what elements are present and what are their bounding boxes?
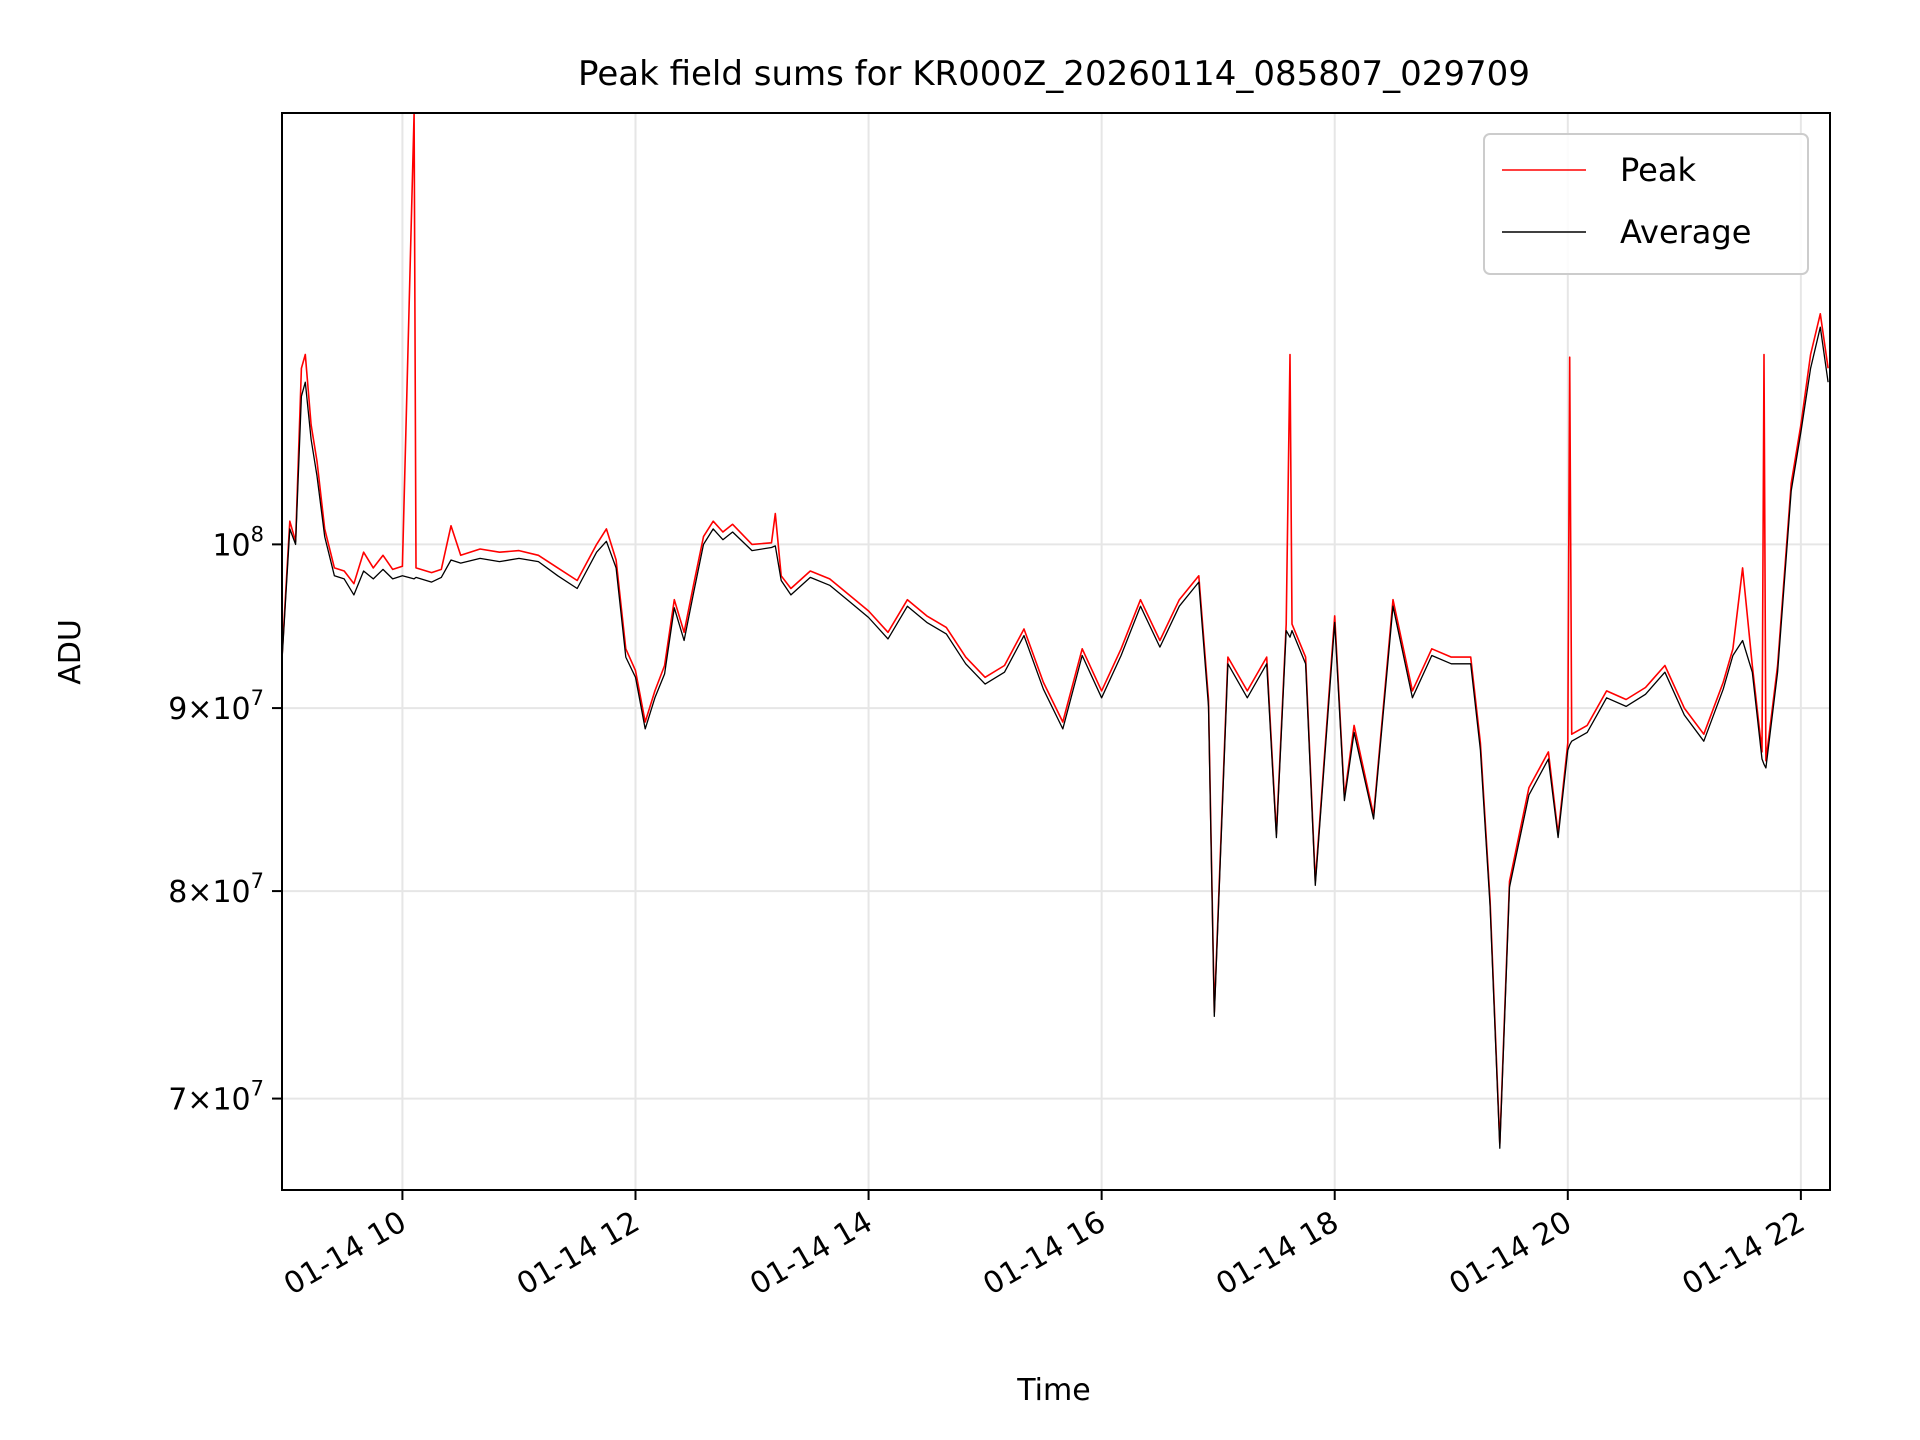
y-tick-label: 108: [212, 522, 264, 563]
legend-label-average: Average: [1620, 213, 1751, 251]
legend-box: [1483, 133, 1809, 275]
plot-frame: [281, 112, 1831, 1191]
y-axis-label: ADU: [53, 619, 88, 685]
y-axis: 7×107 8×107 9×107 108: [168, 522, 282, 1118]
x-axis-label: Time: [1016, 1373, 1090, 1408]
series-layer: [282, 113, 1829, 1149]
y-tick-label: 8×107: [168, 869, 264, 910]
legend-label-peak: Peak: [1620, 151, 1696, 189]
series-line-average: [282, 326, 1829, 1149]
y-tick-label: 9×107: [168, 686, 264, 727]
legend: Peak Average: [1483, 133, 1809, 275]
y-tick-label: 7×107: [168, 1077, 264, 1118]
series-line-peak: [282, 113, 1829, 1145]
chart-title: Peak field sums for KR000Z_20260114_0858…: [578, 54, 1530, 94]
